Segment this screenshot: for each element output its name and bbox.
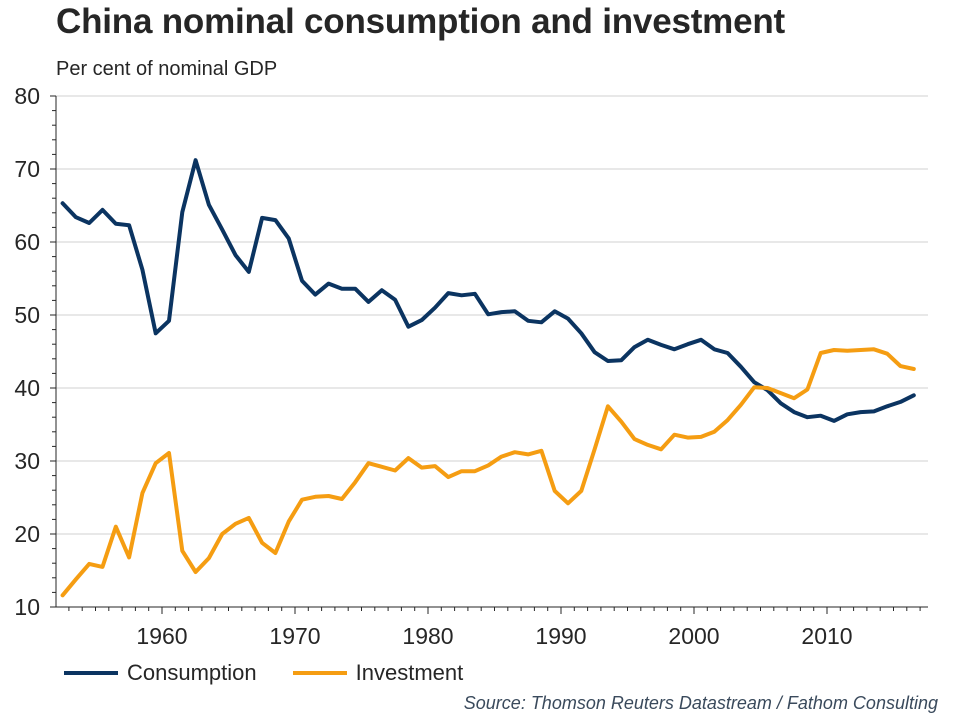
legend-label-investment: Investment [355, 660, 464, 685]
y-tick-label: 40 [14, 375, 40, 401]
legend-item-investment: Investment [292, 660, 464, 686]
source-note: Source: Thomson Reuters Datastream / Fat… [463, 693, 938, 713]
legend-label-consumption: Consumption [127, 660, 257, 685]
x-tick-label: 2000 [668, 623, 719, 649]
axes [50, 95, 928, 614]
y-tick-label: 50 [14, 302, 40, 328]
series-lines [60, 158, 916, 598]
y-tick-label: 60 [14, 229, 40, 255]
x-tick-label: 2010 [801, 623, 852, 649]
legend: Consumption Investment [64, 660, 499, 686]
y-tick-label: 70 [14, 156, 40, 182]
y-tick-label: 80 [14, 83, 40, 109]
series-line-investment [60, 347, 916, 598]
y-tick-label: 10 [14, 594, 40, 620]
x-tick-label: 1960 [136, 623, 187, 649]
chart-title: China nominal consumption and investment [56, 2, 785, 41]
legend-swatch-investment [292, 671, 347, 675]
series-line-consumption [60, 158, 916, 423]
chart-subtitle: Per cent of nominal GDP [56, 58, 278, 80]
legend-item-consumption: Consumption [64, 660, 257, 686]
tick-labels: 10 20 30 40 50 60 70 80 1960 1970 1980 1990 2000 2010 [14, 83, 852, 649]
y-tick-label: 20 [14, 521, 40, 547]
x-tick-label: 1980 [402, 623, 453, 649]
x-tick-label: 1990 [535, 623, 586, 649]
x-tick-label: 1970 [269, 623, 320, 649]
legend-swatch-consumption [64, 671, 118, 675]
y-tick-label: 30 [14, 448, 40, 474]
